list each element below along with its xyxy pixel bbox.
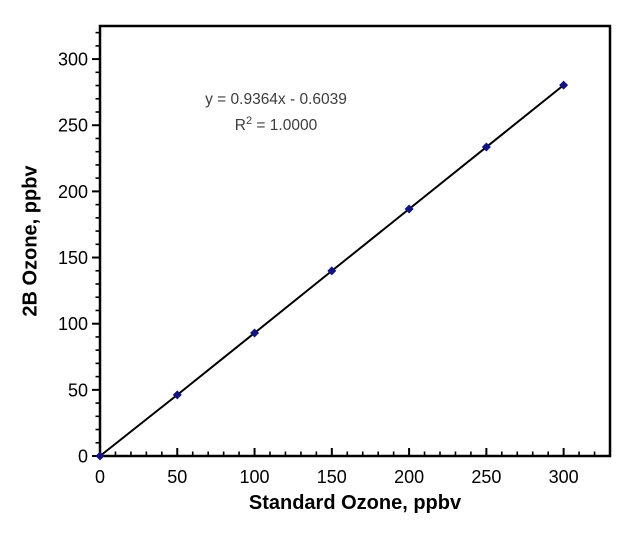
x-tick-label: 200 — [394, 467, 424, 487]
y-axis-title: 2B Ozone, ppbv — [19, 165, 42, 317]
axis-ticks — [92, 31, 596, 457]
y-tick-label: 200 — [58, 182, 88, 202]
y-tick-label: 300 — [58, 50, 88, 70]
x-axis-title: Standard Ozone, ppbv — [248, 492, 462, 514]
data-point-marker — [481, 142, 491, 152]
r-squared-sup: 2 — [246, 114, 253, 127]
x-tick-label: 150 — [317, 467, 347, 487]
y-tick-label: 150 — [58, 248, 88, 268]
trendline-annotation: y = 0.9364x - 0.6039 R2 = 1.0000 — [136, 87, 416, 139]
y-tick-label: 250 — [58, 116, 88, 136]
data-point-marker — [250, 328, 260, 338]
y-tick-label: 100 — [58, 314, 88, 334]
data-point-marker — [327, 266, 337, 276]
x-tick-label: 50 — [167, 467, 187, 487]
r-squared-value: R2 = 1.0000 — [136, 113, 416, 139]
x-tick-label: 100 — [240, 467, 270, 487]
data-point-marker — [559, 80, 569, 90]
tick-labels: 0 50 100 150 200 250 300 0 50 100 150 200 250 300 — [58, 50, 579, 487]
r-squared-base: R — [234, 117, 246, 134]
x-tick-label: 250 — [471, 467, 501, 487]
r-squared-rest: = 1.0000 — [252, 117, 318, 134]
y-tick-label: 0 — [78, 447, 88, 467]
data-series — [95, 80, 569, 461]
y-tick-label: 50 — [68, 380, 88, 400]
plot-frame — [98, 24, 612, 458]
data-point-marker — [404, 204, 414, 214]
data-point-marker — [172, 390, 182, 400]
x-tick-label: 300 — [549, 467, 579, 487]
trendline-equation: y = 0.9364x - 0.6039 — [205, 91, 347, 108]
data-point-marker — [95, 451, 105, 461]
x-tick-label: 0 — [95, 467, 105, 487]
